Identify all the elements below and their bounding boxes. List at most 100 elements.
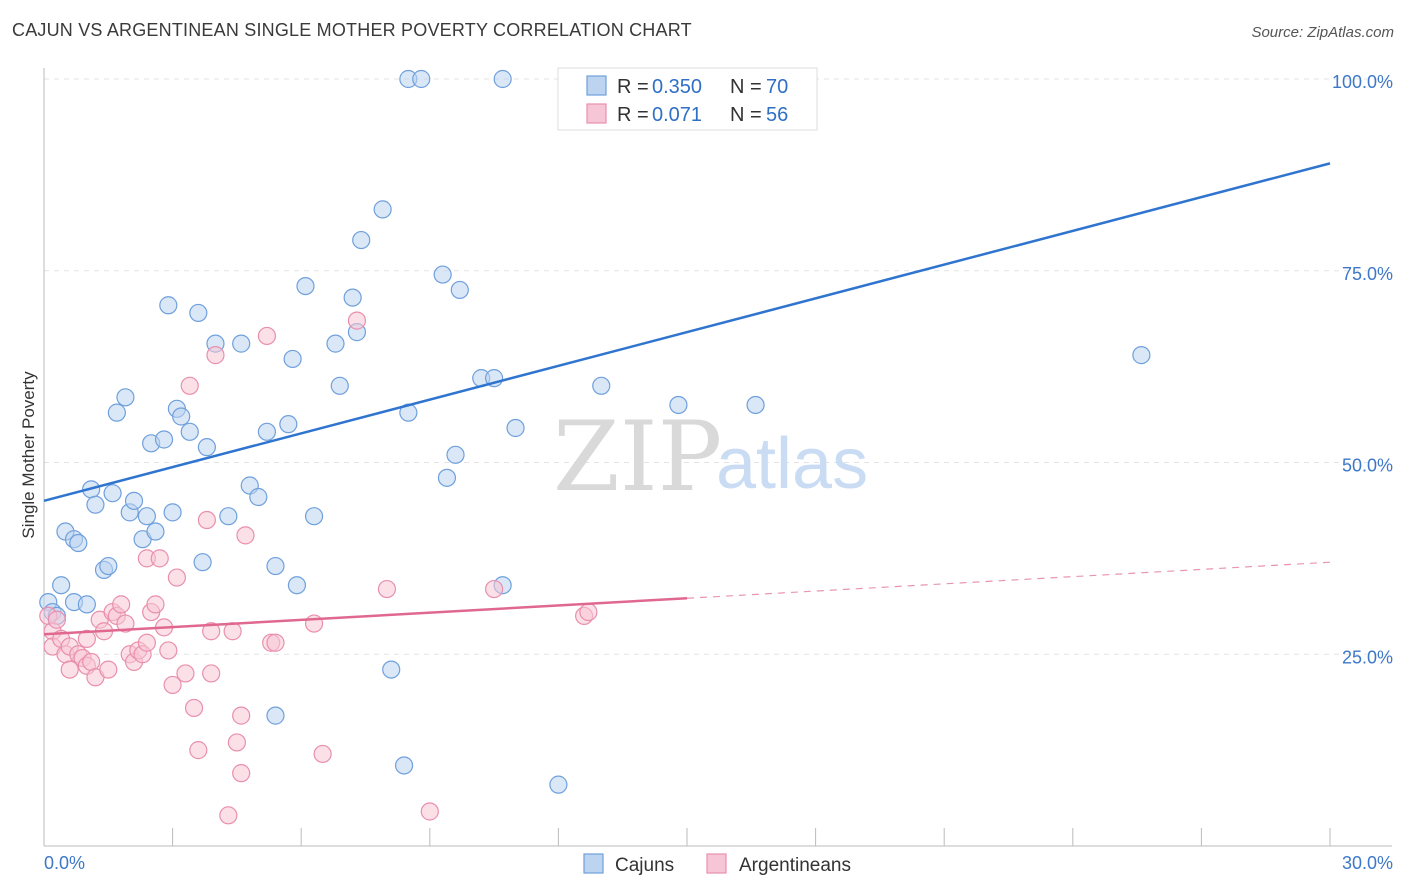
- cajun-point: [99, 556, 118, 576]
- legend-n-label: N =: [730, 76, 762, 98]
- cajun-point: [746, 395, 765, 415]
- arg-point: [77, 629, 96, 649]
- cajun-point: [249, 487, 268, 507]
- x-tick-labels: 0.0% 30.0%: [44, 853, 1393, 873]
- cajun-trend-line: [43, 162, 1331, 503]
- cajun-point: [1132, 346, 1151, 365]
- cajun-point: [592, 376, 611, 395]
- cajun-point: [549, 775, 568, 794]
- legend-n-label: N =: [730, 104, 762, 126]
- cajun-legend-swatch: [586, 75, 607, 96]
- cajun-point: [433, 265, 452, 284]
- cajun-point: [394, 756, 414, 775]
- cajun-point: [304, 507, 324, 526]
- legend-r-label: R =: [617, 104, 649, 126]
- y-tick-label: 25.0%: [1342, 647, 1393, 667]
- cajun-point: [137, 507, 156, 526]
- cajun-point: [219, 507, 238, 526]
- arg-legend-swatch: [586, 103, 607, 124]
- arg-point: [347, 311, 367, 330]
- arg-point: [189, 741, 208, 760]
- arg-point: [219, 806, 238, 825]
- arg-point: [184, 698, 204, 718]
- cajun-point: [116, 388, 135, 407]
- arg-point: [47, 610, 66, 629]
- arg-point: [60, 660, 79, 679]
- legend-r-value: 0.350: [652, 76, 702, 98]
- arg-point: [137, 633, 156, 652]
- arg-point: [176, 664, 195, 683]
- axes: [43, 68, 1392, 847]
- y-axis-label: Single Mother Poverty: [19, 371, 38, 539]
- cajun-point: [266, 706, 285, 725]
- series-legend: Cajuns Argentineans: [583, 853, 851, 876]
- arg-point: [197, 510, 216, 530]
- x-tick-label: 0.0%: [44, 853, 85, 873]
- cajun-point: [197, 438, 216, 457]
- cajun-point: [266, 556, 285, 576]
- legend-r-label: R =: [617, 76, 649, 98]
- gridlines: [44, 78, 1392, 655]
- cajun-point: [146, 522, 165, 541]
- y-tick-label: 100.0%: [1332, 72, 1393, 92]
- arg-point: [82, 652, 101, 672]
- arg-point: [150, 549, 169, 568]
- arg-point: [313, 744, 332, 764]
- cajun-point: [232, 334, 251, 353]
- cajun-point: [437, 468, 457, 487]
- cajun-point: [52, 576, 71, 595]
- y-tick-label: 75.0%: [1342, 264, 1393, 284]
- cajun-point: [283, 349, 302, 369]
- cajun-point: [257, 422, 277, 441]
- y-tick-labels: 25.0% 50.0% 75.0% 100.0%: [1332, 72, 1393, 667]
- cajun-point: [450, 280, 469, 300]
- arg-point: [159, 641, 178, 660]
- cajun-point: [69, 533, 88, 553]
- arg-point: [116, 614, 135, 633]
- y-tick-label: 50.0%: [1342, 456, 1393, 476]
- cajun-point: [287, 576, 307, 595]
- arg-trend-extension: [686, 561, 1331, 599]
- cajun-point: [172, 407, 191, 426]
- cajun-point: [124, 491, 144, 510]
- cajun-point: [180, 422, 199, 441]
- cajun-point: [154, 430, 174, 449]
- arg-point: [99, 660, 118, 679]
- arg-series-label: Argentineans: [739, 855, 851, 876]
- cajun-point: [279, 415, 298, 434]
- chart-source: Source: ZipAtlas.com: [1251, 24, 1394, 41]
- arg-point: [232, 764, 251, 783]
- arg-point: [266, 633, 285, 652]
- arg-point: [257, 326, 277, 346]
- cajun-series-label: Cajuns: [615, 855, 674, 876]
- cajun-point: [382, 660, 401, 679]
- arg-point: [206, 346, 225, 365]
- trend-lines: [43, 162, 1331, 636]
- cajun-point: [446, 445, 465, 464]
- arg-point: [579, 602, 598, 622]
- arg-point: [485, 579, 504, 599]
- cajun-point: [193, 553, 212, 572]
- watermark-zip: ZIP: [553, 401, 722, 513]
- cajun-series-swatch: [583, 853, 604, 874]
- cajun-point: [107, 403, 126, 422]
- cajun-point: [343, 288, 362, 307]
- cajun-point: [330, 376, 349, 395]
- arg-point: [232, 706, 251, 725]
- arg-point: [236, 526, 255, 545]
- legend-r-value: 0.071: [652, 104, 702, 126]
- arg-trend-line: [43, 597, 688, 636]
- cajun-point: [86, 495, 105, 514]
- cajun-point: [506, 418, 525, 438]
- cajun-point: [77, 595, 96, 614]
- arg-point: [163, 675, 182, 695]
- arg-series-swatch: [706, 853, 727, 874]
- arg-point: [377, 579, 397, 599]
- arg-point: [146, 595, 165, 614]
- x-tick-label: 30.0%: [1342, 853, 1393, 873]
- cajun-point: [373, 200, 392, 219]
- stats-legend: R = 0.350 N = 70 R = 0.071 N = 56: [557, 67, 818, 131]
- cajun-point: [189, 303, 208, 323]
- legend-n-value: 70: [766, 76, 788, 98]
